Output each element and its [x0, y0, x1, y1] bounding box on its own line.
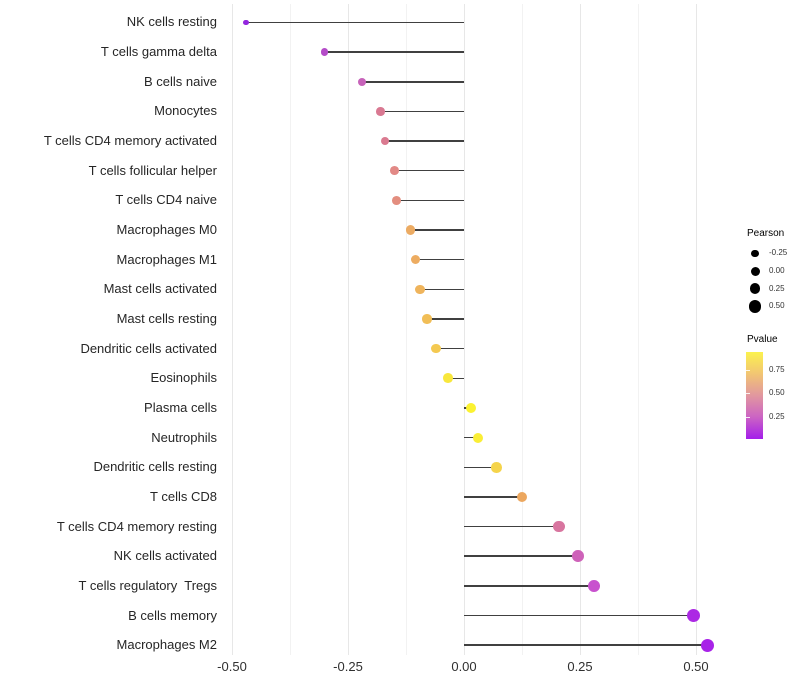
gridline-major [696, 4, 697, 655]
y-axis-label: Monocytes [154, 103, 217, 119]
lollipop-dot [392, 195, 402, 205]
x-axis-tick-label: 0.00 [451, 659, 477, 674]
lollipop-segment [464, 585, 594, 587]
lollipop-dot [442, 373, 453, 384]
x-axis-tick-label: -0.25 [333, 659, 363, 674]
lollipop-dot [406, 225, 416, 235]
lollipop-dot [516, 491, 528, 503]
lollipop-dot [410, 255, 420, 265]
lollipop-dot [553, 520, 565, 533]
lollipop-dot [376, 107, 385, 116]
gridline-major [348, 4, 349, 655]
lollipop-dot [700, 638, 715, 652]
x-axis-tick-label: 0.25 [567, 659, 593, 674]
lollipop-segment [464, 555, 578, 558]
y-axis-label: T cells CD4 memory resting [56, 518, 217, 534]
lollipop-dot [465, 402, 476, 414]
size-legend-label: 0.25 [769, 283, 785, 293]
y-axis-label: T cells CD4 memory activated [43, 133, 217, 149]
lollipop-segment [464, 644, 708, 647]
gridline-minor [406, 4, 407, 655]
pvalue-colorbar-gradient [746, 352, 763, 439]
size-legend-dot [750, 266, 760, 276]
lollipop-segment [464, 525, 560, 528]
size-legend-label: 0.50 [769, 301, 785, 311]
colorbar-tick-label: 0.75 [769, 364, 785, 374]
lollipop-dot [687, 608, 701, 623]
gridline-major [464, 4, 465, 655]
gridline-major [580, 4, 581, 655]
lollipop-segment [464, 496, 522, 498]
lollipop-segment [324, 51, 464, 53]
lollipop-segment [245, 21, 464, 24]
lollipop-dot [587, 579, 600, 592]
y-axis-label: Macrophages M0 [116, 222, 217, 238]
lollipop-segment [361, 80, 464, 83]
lollipop-segment [385, 140, 464, 142]
y-axis-label: T cells CD8 [150, 488, 217, 504]
lollipop-dot [422, 314, 432, 324]
y-axis-label: T cells CD4 naive [115, 192, 217, 208]
colorbar-tick [746, 369, 750, 371]
lollipop-segment [426, 318, 464, 320]
lollipop-segment [380, 110, 464, 113]
y-axis-label: B cells naive [144, 73, 217, 89]
lollipop-segment [447, 377, 464, 380]
y-axis-label: Macrophages M2 [116, 637, 217, 653]
lollipop-dot [380, 136, 390, 146]
colorbar-tick-label: 0.25 [769, 411, 785, 421]
lollipop-dot [390, 166, 399, 176]
lollipop-dot [491, 462, 502, 473]
lollipop-dot [571, 550, 584, 563]
size-legend-label: 0.00 [769, 266, 785, 275]
y-axis-label: Mast cells activated [103, 281, 217, 297]
y-axis-label: Eosinophils [150, 370, 218, 386]
lollipop-segment [464, 436, 478, 439]
lollipop-dot [243, 19, 249, 26]
y-axis-label: T cells regulatory Tregs [78, 577, 217, 593]
gridline-minor [638, 4, 639, 655]
lollipop-dot [472, 432, 483, 443]
size-legend-dot [749, 283, 761, 294]
y-axis-label: NK cells activated [113, 548, 217, 564]
colorbar-tick-label: 0.50 [769, 388, 785, 398]
colorbar-tick [746, 393, 750, 395]
lollipop-segment [394, 169, 464, 172]
lollipop-segment [396, 199, 464, 202]
y-axis-label: Dendritic cells activated [80, 340, 217, 356]
gridline-minor [522, 4, 523, 655]
lollipop-segment [464, 614, 694, 617]
color-legend-title: Pvalue [747, 334, 778, 345]
lollipop-segment [464, 466, 497, 469]
y-axis-label: B cells memory [128, 607, 217, 623]
lollipop-segment [415, 258, 464, 261]
lollipop-dot [321, 48, 329, 56]
y-axis-label: Plasma cells [144, 399, 217, 415]
size-legend-label: -0.25 [769, 248, 788, 258]
size-legend-dot [751, 249, 759, 257]
y-axis-label: NK cells resting [126, 14, 217, 30]
size-legend-dot [748, 300, 762, 313]
y-axis-label: T cells follicular helper [88, 162, 217, 178]
lollipop-segment [410, 229, 464, 231]
y-axis-label: Dendritic cells resting [93, 459, 217, 475]
lollipop-dot [431, 343, 441, 354]
lollipop-segment [436, 347, 464, 350]
lollipop-dot [357, 77, 366, 86]
x-axis-tick-label: 0.50 [683, 659, 709, 674]
gridline-major [232, 4, 233, 655]
y-axis-label: T cells gamma delta [100, 44, 217, 60]
y-axis-label: Neutrophils [151, 429, 217, 445]
y-axis-label: Mast cells resting [116, 311, 217, 326]
lollipop-dot [415, 284, 425, 294]
y-axis-label: Macrophages M1 [116, 251, 217, 267]
gridline-minor [290, 4, 291, 655]
size-legend-title: Pearson [747, 228, 785, 239]
x-axis-tick-label: -0.50 [217, 659, 247, 674]
colorbar-tick [746, 416, 750, 418]
lollipop-segment [419, 288, 464, 291]
